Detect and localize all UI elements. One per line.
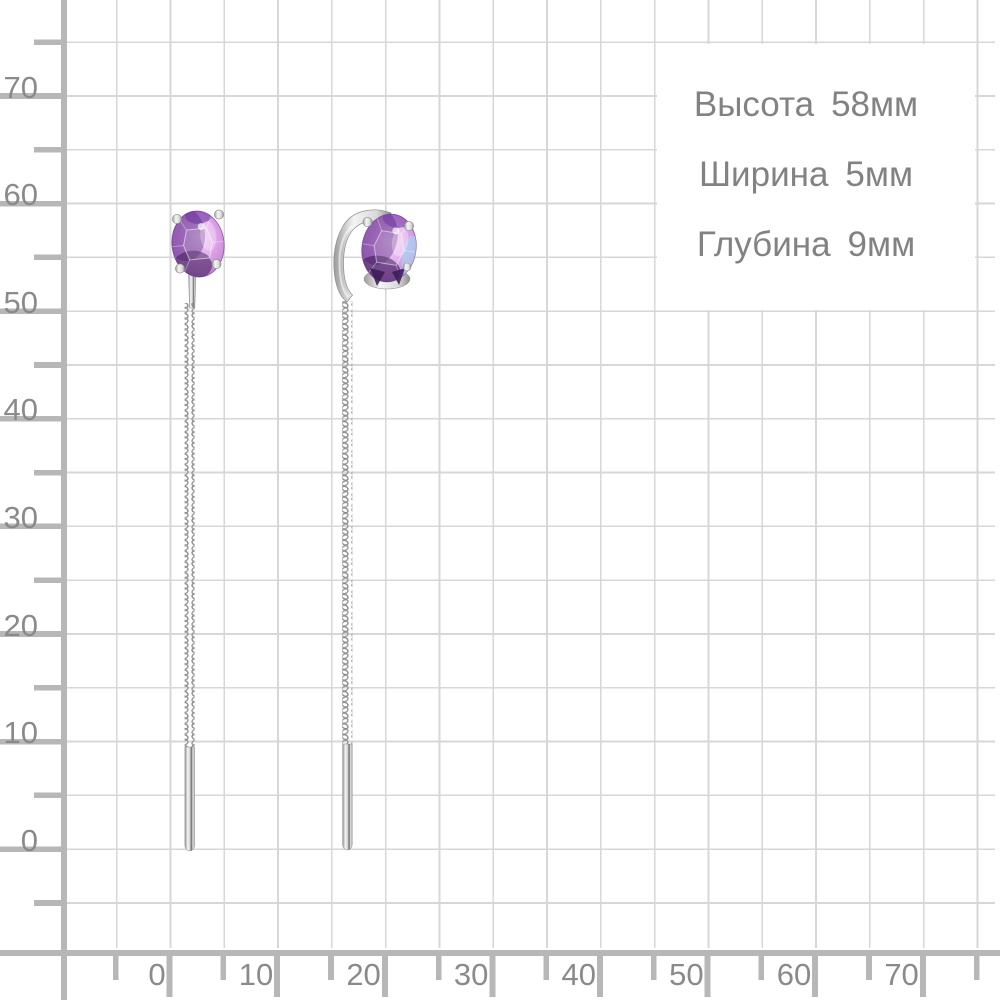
- earring-left-prong-bl: [175, 263, 185, 274]
- dimension-depth-value: 9мм: [847, 225, 916, 264]
- ruler-label-h-30: 30: [453, 957, 489, 992]
- earring-right-pin: [342, 743, 353, 851]
- ruler-label-h-70: 70: [884, 957, 919, 992]
- ruler-label-h-0: 0: [148, 957, 166, 992]
- earring-right-hook: [333, 209, 392, 303]
- earring-right-prong-dark-1: [370, 268, 385, 286]
- earring-left-pin: [184, 746, 195, 852]
- dimension-depth-label: Глубина: [696, 225, 831, 264]
- dimension-height-value: 58мм: [831, 85, 919, 124]
- earring-right-prong-tr: [404, 221, 414, 231]
- ruler-label-v-30: 30: [3, 499, 38, 535]
- dimension-width-label: Ширина: [698, 155, 829, 194]
- ruler-label-v-40: 40: [3, 392, 38, 428]
- earring-left: [168, 208, 225, 852]
- ruler-label-v-10: 10: [3, 715, 38, 751]
- ruler-label-h-40: 40: [561, 957, 596, 992]
- ruler-axis-horizontal: [0, 949, 1000, 956]
- dimension-width: Ширина 5мм: [657, 140, 955, 210]
- ruler-label-v-0: 0: [20, 822, 38, 858]
- ruler-ticks-left-major: [0, 0, 34, 948]
- dimension-depth: Глубина 9мм: [657, 210, 955, 280]
- ruler-label-v-60: 60: [3, 177, 38, 212]
- earring-right-prong-br: [402, 262, 412, 272]
- earring-left-prong-tl: [172, 214, 182, 224]
- ruler-ticks-left-minor: [34, 0, 62, 948]
- ruler-label-v-70: 70: [3, 69, 38, 105]
- ruler-label-h-10: 10: [238, 957, 274, 992]
- ruler-label-v-50: 50: [3, 284, 38, 320]
- earring-right-prong-dark-2: [392, 268, 405, 285]
- ruler-axis-vertical: [61, 0, 67, 1000]
- earring-right: [333, 209, 419, 851]
- earring-right-hook-highlight: [338, 225, 353, 298]
- dimension-height: Высота 58мм: [657, 70, 955, 140]
- earring-right-chain: [342, 301, 353, 744]
- earring-left-prong-br: [211, 259, 222, 269]
- ruler-label-h-20: 20: [346, 957, 381, 992]
- dimension-height-label: Высота: [693, 85, 815, 124]
- earring-left-prong-tr: [214, 209, 224, 220]
- ruler-ticks-bottom-major: [89, 953, 1000, 997]
- ruler-label-v-20: 20: [3, 607, 38, 643]
- ruler-label-h-50: 50: [669, 957, 704, 992]
- ruler-label-h-60: 60: [776, 957, 812, 992]
- earring-right-prong-tl: [362, 217, 373, 227]
- earring-left-chain: [184, 303, 195, 747]
- dimension-width-value: 5мм: [845, 155, 914, 194]
- dimensions-panel: Высота 58мм Ширина 5мм Глубина 9мм: [657, 44, 975, 310]
